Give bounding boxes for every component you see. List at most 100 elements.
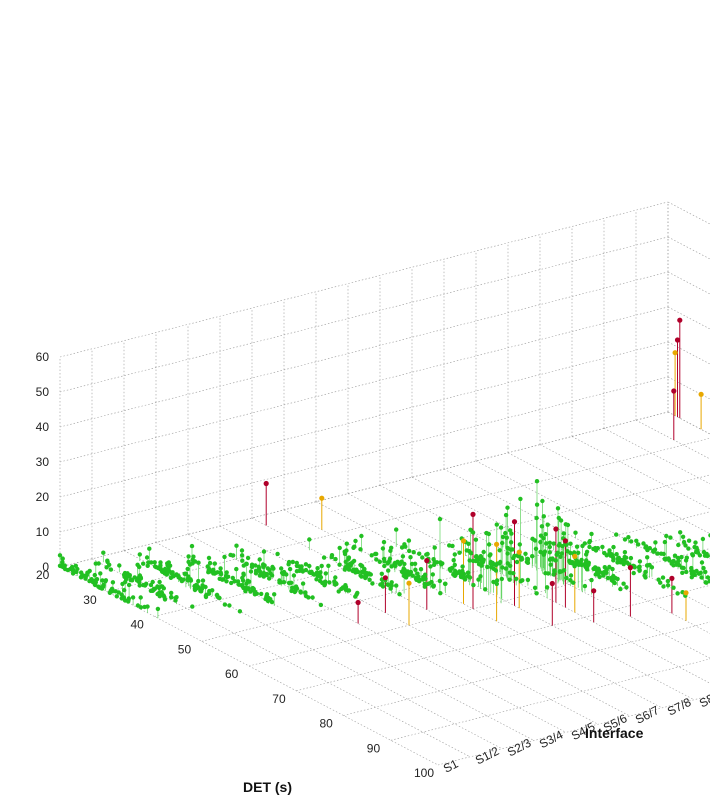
data-point: [689, 565, 694, 571]
data-point: [387, 556, 393, 561]
data-point: [402, 561, 407, 567]
data-point: [694, 545, 699, 550]
data-point: [668, 535, 673, 540]
data-point: [489, 565, 494, 570]
data-point: [234, 543, 239, 548]
data-point: [389, 580, 394, 585]
data-point: [525, 577, 531, 583]
data-point: [389, 564, 394, 569]
data-point: [653, 540, 658, 545]
data-point: [400, 554, 406, 559]
data-point: [234, 566, 239, 572]
data-point: [307, 537, 312, 542]
data-point: [129, 577, 134, 582]
data-point: [157, 594, 162, 599]
data-point: [245, 578, 250, 583]
data-point: [217, 576, 222, 581]
highlight-point: [669, 575, 675, 582]
data-point: [547, 544, 552, 550]
data-point: [701, 565, 706, 571]
highlight-point: [591, 588, 597, 594]
data-point: [457, 550, 462, 555]
z-tick-label: 0: [42, 560, 49, 574]
data-point: [358, 562, 363, 568]
data-point: [680, 570, 685, 575]
highlight-point: [572, 553, 578, 560]
data-point: [130, 595, 136, 600]
data-point: [108, 588, 114, 593]
data-point: [150, 588, 155, 593]
highlight-point: [677, 317, 683, 323]
data-point: [602, 565, 607, 570]
highlight-point: [698, 391, 704, 397]
data-point: [679, 565, 685, 570]
data-point: [647, 546, 652, 551]
data-point: [407, 548, 412, 554]
data-point: [525, 556, 530, 561]
data-point: [240, 558, 245, 563]
x-tick-label: 20: [36, 568, 50, 582]
floor-gridline-x: [107, 437, 710, 593]
data-point: [126, 596, 131, 601]
data-point: [412, 561, 418, 566]
data-point: [333, 575, 338, 580]
data-point: [379, 571, 384, 576]
data-point: [701, 549, 707, 555]
data-point: [408, 555, 413, 560]
data-point: [669, 561, 674, 566]
data-point: [641, 541, 646, 546]
data-point: [286, 559, 292, 565]
x-tick-label: 80: [320, 717, 334, 731]
data-point: [519, 555, 524, 561]
data-point: [568, 550, 573, 556]
data-point: [92, 578, 98, 583]
data-point: [532, 585, 538, 590]
data-point: [315, 566, 320, 571]
y-tick-label: S1: [441, 756, 461, 775]
data-point: [506, 546, 511, 551]
data-point: [207, 560, 213, 566]
back-wall-gridline-h: [59, 411, 669, 568]
data-point: [432, 545, 437, 550]
data-point: [267, 567, 272, 573]
data-point: [158, 560, 163, 565]
data-point: [350, 568, 355, 574]
data-point: [261, 549, 267, 554]
data-point: [609, 552, 614, 557]
data-point: [700, 536, 706, 542]
data-point: [122, 598, 128, 603]
data-point: [319, 563, 324, 569]
highlight-point: [683, 590, 689, 596]
back-wall-gridline-h: [59, 376, 669, 533]
data-point: [533, 546, 539, 551]
data-point: [246, 586, 251, 591]
data-point: [509, 531, 514, 536]
data-point: [96, 561, 101, 566]
data-point: [196, 560, 201, 565]
data-point: [200, 583, 205, 588]
data-point: [574, 544, 580, 549]
data-point: [369, 553, 374, 558]
floor-gridline-x: [248, 548, 710, 667]
floor-gridline-y: [635, 419, 710, 460]
data-point: [587, 538, 593, 544]
data-point: [134, 578, 140, 583]
data-point: [507, 570, 513, 575]
data-point: [60, 560, 65, 565]
data-point: [693, 540, 698, 545]
data-point: [145, 563, 150, 568]
data-point: [468, 527, 473, 532]
data-point: [500, 565, 505, 570]
data-point: [676, 542, 681, 548]
data-point: [564, 542, 569, 547]
data-point: [359, 533, 364, 539]
data-point: [231, 553, 236, 558]
data-point: [212, 561, 217, 566]
data-point: [418, 567, 424, 572]
highlight-point: [671, 388, 677, 394]
right-wall-gridline-h: [667, 341, 710, 365]
data-point: [544, 585, 550, 590]
data-point: [222, 554, 227, 560]
data-point: [138, 575, 143, 580]
data-point: [473, 554, 479, 559]
